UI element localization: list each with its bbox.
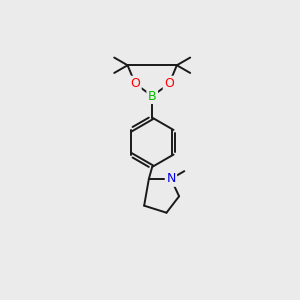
Text: N: N <box>166 172 176 185</box>
Text: B: B <box>148 90 157 103</box>
Text: O: O <box>130 77 140 90</box>
Text: O: O <box>164 77 174 90</box>
